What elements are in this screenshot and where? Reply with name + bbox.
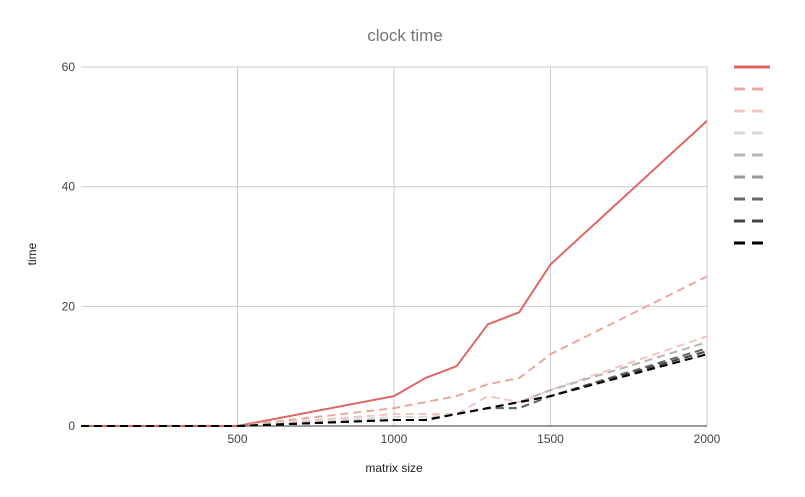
- x-tick-label: 500: [227, 432, 247, 446]
- grid: [81, 66, 708, 427]
- x-axis-label: matrix size: [365, 461, 423, 475]
- series-line: [81, 120, 708, 427]
- y-tick-label: 60: [62, 60, 76, 74]
- tick-labels: 0 20 40 60 500 1000 1500 2000: [62, 60, 721, 446]
- chart-title: clock time: [367, 26, 443, 45]
- y-tick-label: 20: [62, 299, 76, 313]
- x-tick-label: 1000: [381, 432, 408, 446]
- series-line: [81, 353, 708, 427]
- y-axis-label: time: [25, 242, 39, 265]
- x-tick-label: 1500: [537, 432, 564, 446]
- y-tick-label: 40: [62, 180, 76, 194]
- legend: [734, 65, 770, 245]
- x-tick-label: 2000: [694, 432, 721, 446]
- series-line: [81, 275, 708, 427]
- series-lines: [81, 120, 708, 427]
- y-tick-label: 0: [68, 419, 75, 433]
